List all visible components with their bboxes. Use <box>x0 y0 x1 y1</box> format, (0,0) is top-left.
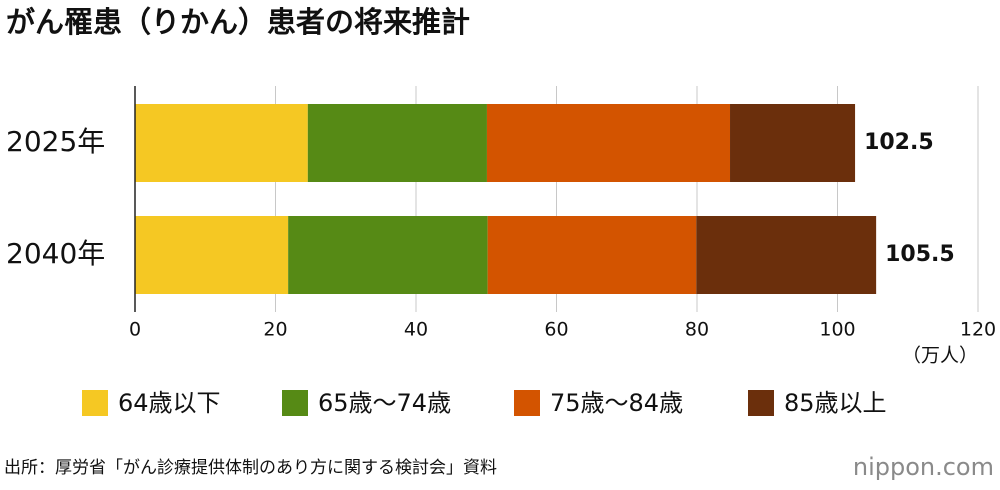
x-tick-label: 0 <box>129 319 141 341</box>
bar-segment <box>307 104 487 182</box>
x-tick-label: 40 <box>404 319 428 341</box>
x-tick-label: 120 <box>960 319 996 341</box>
x-tick-label: 60 <box>544 319 568 341</box>
bar-segment <box>486 104 731 182</box>
legend-swatch <box>514 390 540 416</box>
bar-segment <box>487 216 697 294</box>
bar-segment <box>135 104 308 182</box>
legend-swatch <box>282 390 308 416</box>
bar-segment <box>696 216 877 294</box>
legend-label: 85歳以上 <box>784 389 887 417</box>
legend-label: 64歳以下 <box>118 389 221 417</box>
y-tick-label: 2025年 <box>6 125 105 158</box>
source: 出所：厚労省「がん診療提供体制のあり方に関する検討会」資料 <box>4 458 497 478</box>
legend-swatch <box>748 390 774 416</box>
legend-label: 65歳〜74歳 <box>318 389 451 417</box>
x-tick-label: 100 <box>819 319 855 341</box>
total-label: 105.5 <box>885 242 955 267</box>
legend-swatch <box>82 390 108 416</box>
legend-label: 75歳〜84歳 <box>550 389 683 417</box>
chart-title: がん罹患（りかん）患者の将来推計 <box>6 5 470 39</box>
bar-segment <box>288 216 488 294</box>
bar-segment <box>135 216 289 294</box>
x-tick-label: 20 <box>263 319 287 341</box>
x-unit: （万人） <box>902 345 978 367</box>
logo: nippon.com <box>853 453 994 481</box>
x-tick-label: 80 <box>685 319 709 341</box>
y-tick-label: 2040年 <box>6 237 105 270</box>
total-label: 102.5 <box>864 130 934 155</box>
bar-segment <box>730 104 856 182</box>
